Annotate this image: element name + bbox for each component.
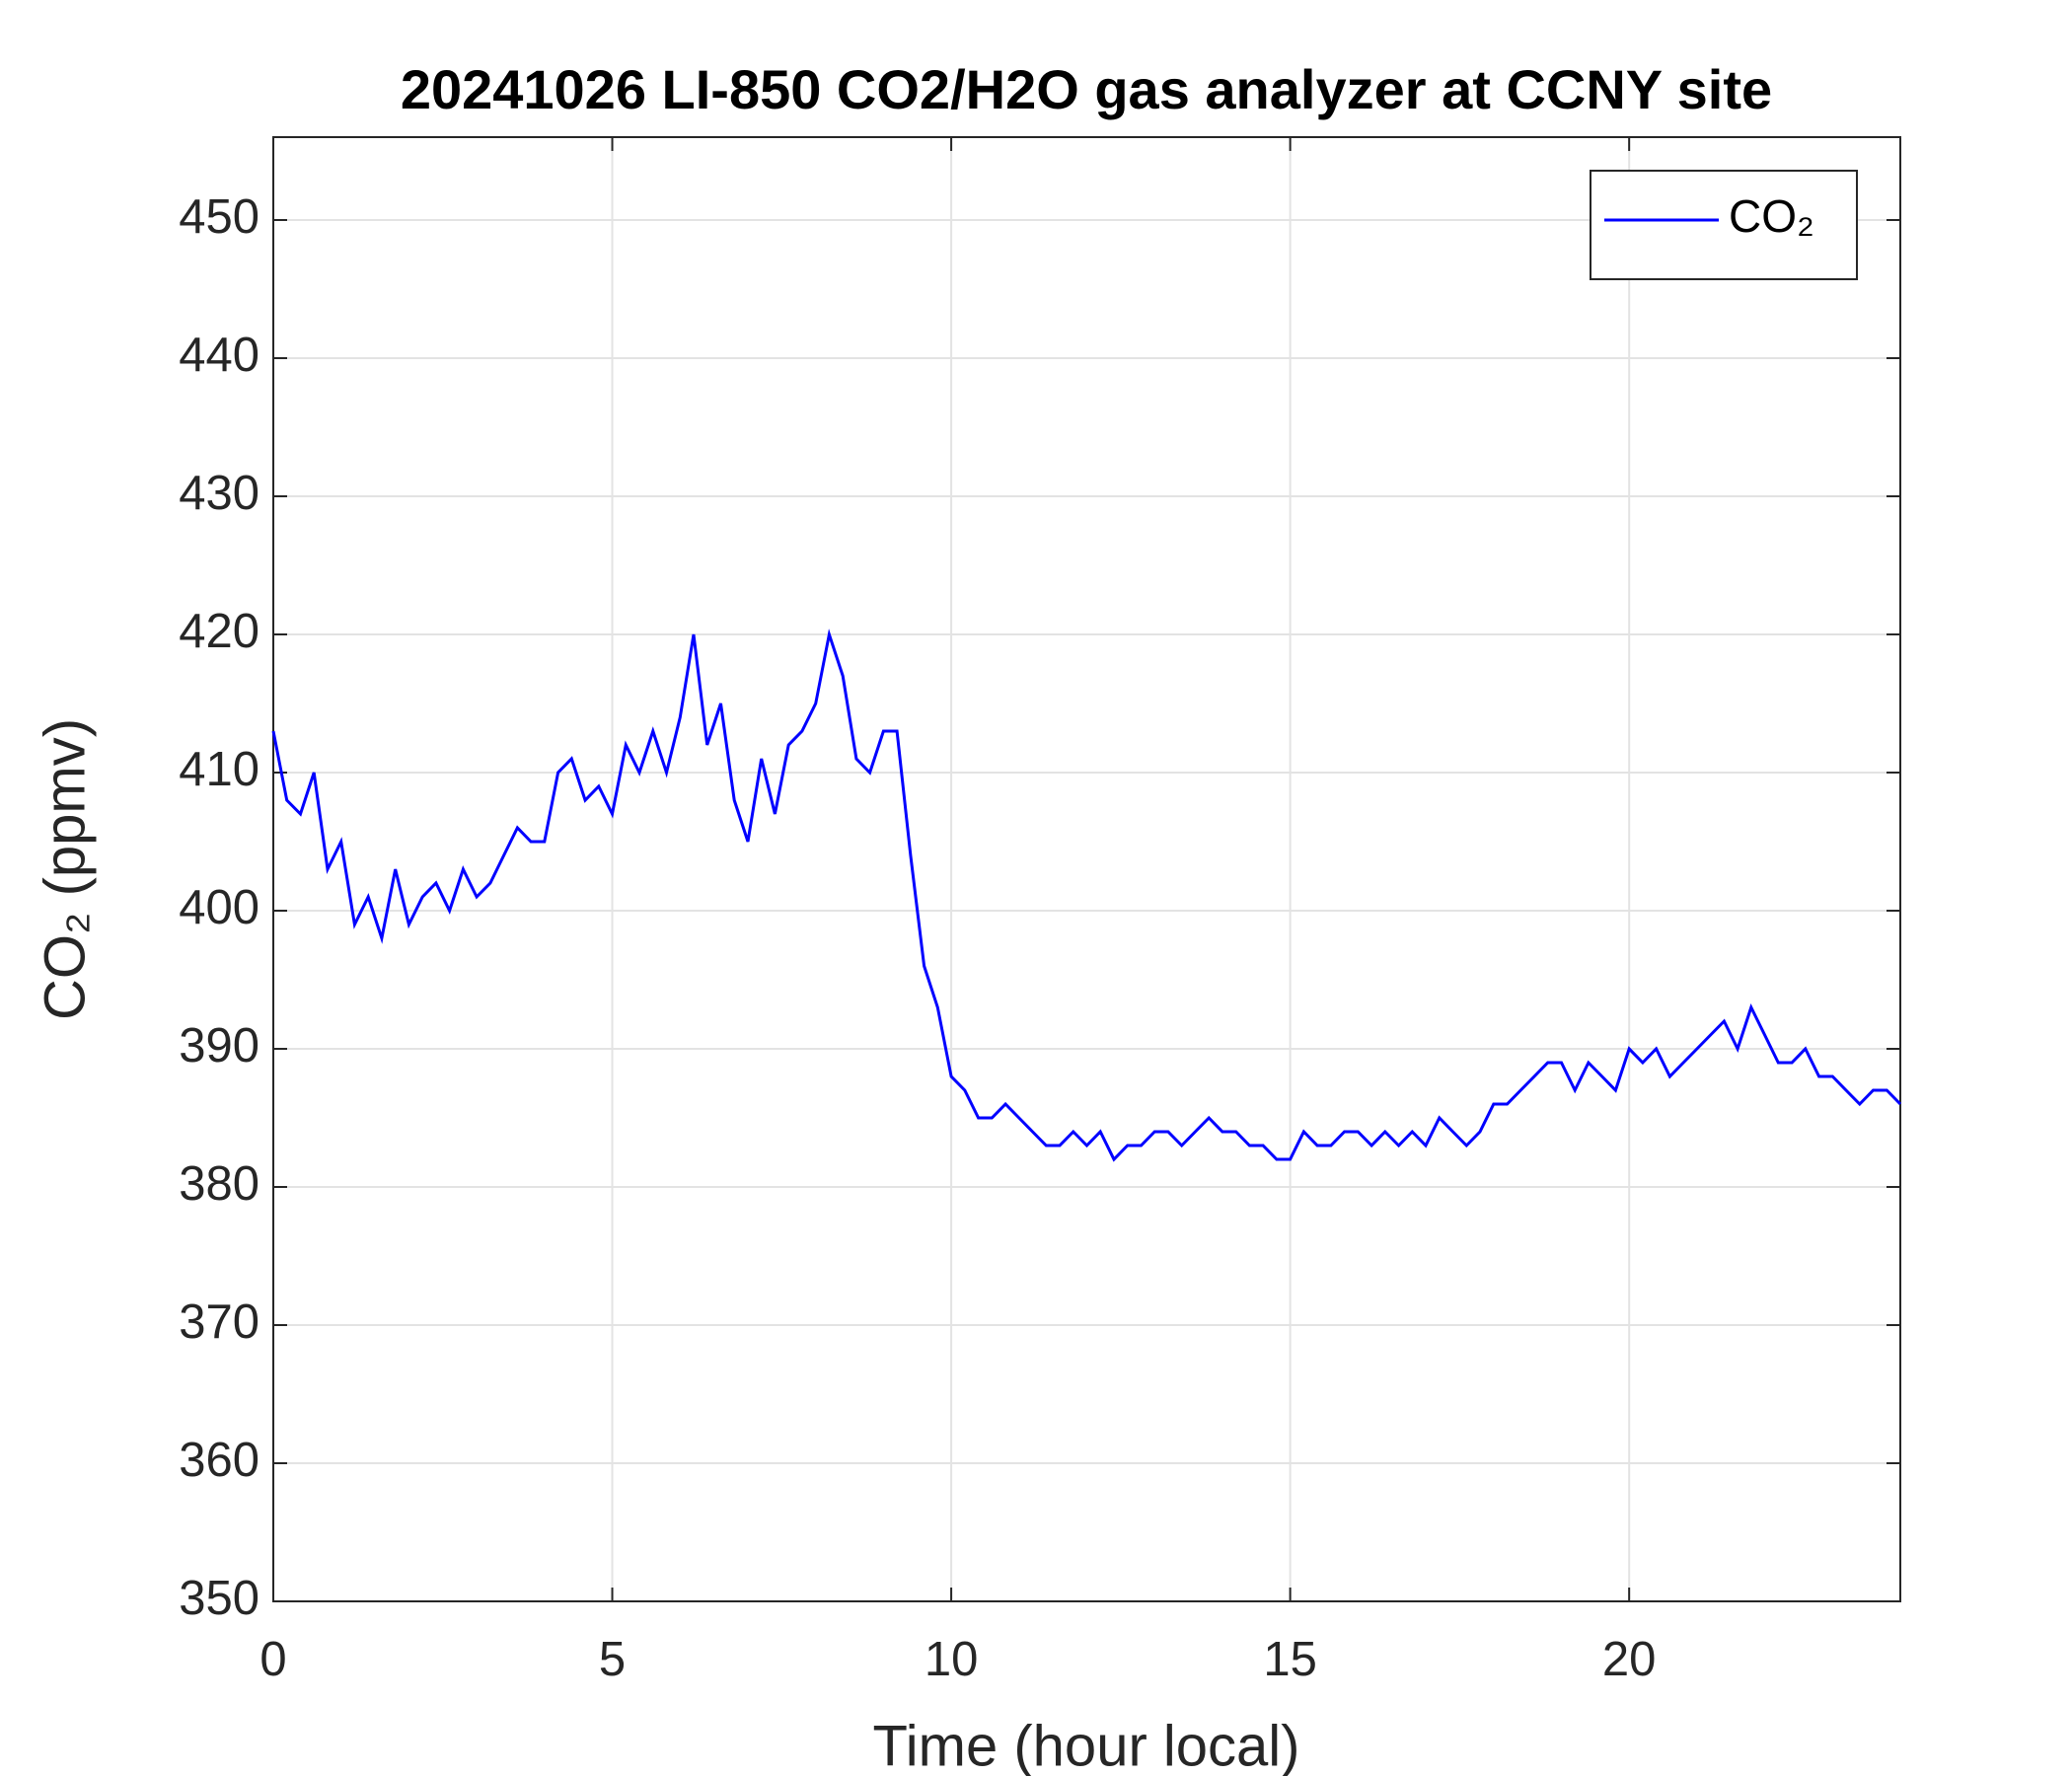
y-tick-label: 450 bbox=[179, 190, 259, 244]
y-tick-label: 440 bbox=[179, 329, 259, 382]
y-tick-label: 430 bbox=[179, 467, 259, 520]
x-tick-label: 10 bbox=[925, 1633, 979, 1686]
x-tick-label: 15 bbox=[1263, 1633, 1317, 1686]
legend-label: CO₂ bbox=[1729, 190, 1814, 242]
axes-box bbox=[272, 136, 1901, 1602]
data-line bbox=[271, 629, 1902, 1162]
y-axis-label: CO₂ (ppmv) bbox=[33, 718, 97, 1020]
x-tick-label: 5 bbox=[599, 1633, 626, 1686]
y-tick-label: 390 bbox=[179, 1019, 259, 1073]
y-tick-label: 350 bbox=[179, 1572, 259, 1625]
x-axis-label: Time (hour local) bbox=[873, 1714, 1300, 1776]
y-tick-label: 420 bbox=[179, 605, 259, 658]
x-tick-label: 20 bbox=[1602, 1633, 1657, 1686]
chart-title: 20241026 LI-850 CO2/H2O gas analyzer at … bbox=[401, 58, 1772, 120]
legend-box bbox=[1590, 170, 1858, 280]
y-tick-label: 410 bbox=[179, 743, 259, 796]
y-tick-label: 400 bbox=[179, 881, 259, 934]
y-tick-label: 360 bbox=[179, 1434, 259, 1487]
x-tick-label: 0 bbox=[259, 1633, 286, 1686]
y-tick-label: 370 bbox=[179, 1295, 259, 1349]
y-tick-label: 380 bbox=[179, 1157, 259, 1211]
